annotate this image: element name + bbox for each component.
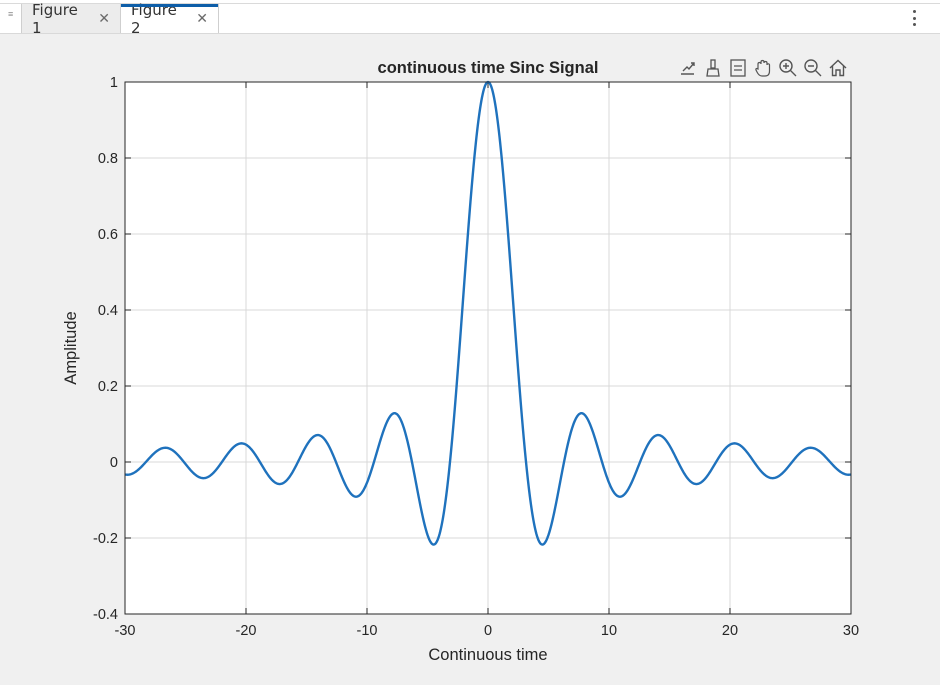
zoom-in-icon[interactable] [776,56,799,79]
figure-tab-bar: ≡ Figure 1 ✕ Figure 2 ✕ [0,0,940,37]
y-tick-label: 0 [110,455,118,471]
chart-title: continuous time Sinc Signal [378,59,599,77]
x-tick-label: 30 [843,623,859,639]
more-options-icon[interactable] [912,10,916,26]
x-tick-label: -10 [357,623,378,639]
brush-icon[interactable] [701,56,724,79]
y-tick-label: 0.8 [98,151,118,167]
zoom-out-icon[interactable] [801,56,824,79]
x-tick-label: 0 [484,623,492,639]
tab-menu-grip-icon[interactable]: ≡ [8,9,14,19]
pan-icon[interactable] [751,56,774,79]
export-icon[interactable] [676,56,699,79]
axes-box [124,81,852,615]
x-tick-label: 10 [601,623,617,639]
y-tick-label: 0.6 [98,227,118,243]
y-tick-label: -0.2 [93,531,118,547]
x-axis-label: Continuous time [428,646,547,664]
close-icon[interactable]: ✕ [98,10,110,27]
x-tick-label: 20 [722,623,738,639]
home-icon[interactable] [826,56,849,79]
y-axis-label: Amplitude [62,311,80,384]
close-icon[interactable]: ✕ [196,10,208,27]
y-tick-label: -0.4 [93,607,118,623]
x-tick-label: -20 [236,623,257,639]
axes-toolbar [676,56,849,80]
tab-figure-2[interactable]: Figure 2 ✕ [121,1,219,37]
datatip-icon[interactable] [726,56,749,79]
x-tick-label: -30 [115,623,136,639]
y-tick-label: 0.2 [98,379,118,395]
tabbar-divider [0,3,940,4]
y-tick-label: 0.4 [98,303,118,319]
y-tick-label: 1 [110,75,118,91]
tab-figure-1[interactable]: Figure 1 ✕ [21,1,121,37]
tab-label: Figure 1 [32,0,78,37]
